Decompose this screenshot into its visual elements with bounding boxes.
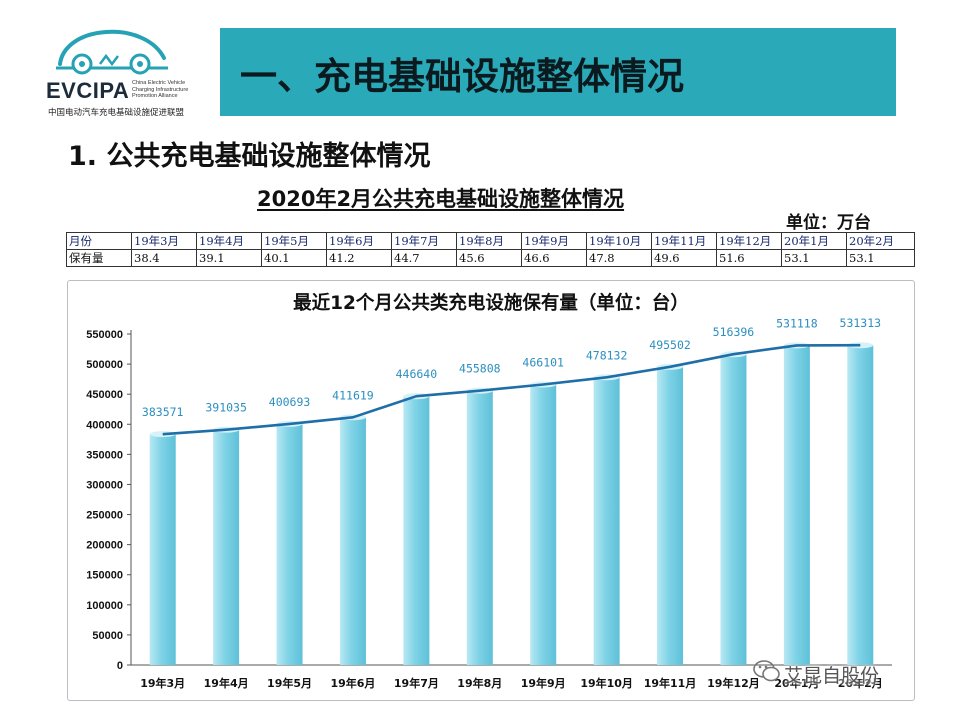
- y-tick-label: 550000: [86, 329, 123, 341]
- value-cell: 38.4: [131, 249, 197, 267]
- bar: [530, 384, 557, 665]
- bar: [276, 423, 303, 665]
- section-heading: 1. 公共充电基础设施整体情况: [68, 141, 431, 172]
- month-cell: 19年8月: [456, 232, 522, 250]
- logo-name: EVCIPA: [46, 78, 130, 103]
- y-tick-label: 400000: [86, 419, 123, 431]
- data-label: 531118: [776, 316, 818, 330]
- y-tick-label: 200000: [86, 540, 123, 552]
- x-tick-label: 20年2月: [838, 676, 883, 690]
- y-tick-label: 0: [117, 660, 123, 672]
- value-cell: 53.1: [846, 249, 915, 267]
- bar-chart: 0 50000 100000 150000 200000 250000 300000 3500…: [86, 316, 892, 690]
- x-tick-label: 19年10月: [580, 676, 633, 690]
- bar: [720, 354, 747, 665]
- x-tick-label: 19年12月: [707, 676, 760, 690]
- logo-chinese-name: 中国电动汽车充电基础设施促进联盟: [48, 108, 185, 118]
- value-cell: 47.8: [586, 249, 652, 267]
- y-tick-label: 100000: [86, 600, 123, 612]
- value-cell: 41.2: [326, 249, 392, 267]
- month-cell: 20年1月: [781, 232, 847, 250]
- month-cell: 19年9月: [521, 232, 587, 250]
- car-plug-icon: [56, 29, 168, 75]
- month-cell: 19年4月: [196, 232, 262, 250]
- data-label: 446640: [396, 367, 438, 381]
- watermark: 艾昆自股份: [752, 658, 932, 688]
- value-cell: 40.1: [261, 249, 327, 267]
- bar: [593, 377, 620, 665]
- month-cell: 19年5月: [261, 232, 327, 250]
- bar: [403, 396, 430, 665]
- bar: [149, 434, 176, 665]
- bar: [657, 366, 684, 665]
- title-banner: 一、充电基础设施整体情况: [220, 28, 896, 116]
- bar: [339, 417, 366, 665]
- row-label-month: 月份: [66, 232, 132, 250]
- x-tick-label: 19年4月: [204, 676, 249, 690]
- watermark-text: 艾昆自股份: [784, 665, 880, 687]
- wechat-icon: [753, 660, 780, 682]
- bar: [213, 429, 240, 665]
- chart-title: 最近12个月公共类充电设施保有量（单位：台）: [293, 293, 689, 314]
- month-row: 月份 19年3月 19年4月 19年5月 19年6月 19年7月 19年8月 1…: [66, 232, 915, 250]
- y-tick-label: 350000: [86, 449, 123, 461]
- value-cell: 45.6: [456, 249, 522, 267]
- x-tick-label: 19年8月: [457, 676, 502, 690]
- unit-label: 单位：万台: [786, 213, 871, 233]
- data-label: 466101: [522, 355, 564, 369]
- month-cell: 19年7月: [391, 232, 457, 250]
- data-label: 383571: [142, 405, 184, 419]
- y-tick-label: 50000: [92, 630, 123, 642]
- y-tick-label: 450000: [86, 389, 123, 401]
- value-cell: 46.6: [521, 249, 587, 267]
- y-tick-label: 300000: [86, 479, 123, 491]
- month-cell: 19年3月: [131, 232, 197, 250]
- value-cell: 51.6: [716, 249, 782, 267]
- value-cell: 49.6: [651, 249, 717, 267]
- x-tick-label: 19年9月: [521, 676, 566, 690]
- x-tick-label: 19年6月: [330, 676, 375, 690]
- month-cell: 19年10月: [586, 232, 652, 250]
- month-cell: 19年11月: [651, 232, 717, 250]
- value-cell: 53.1: [781, 249, 847, 267]
- page-title: 一、充电基础设施整体情况: [240, 55, 684, 98]
- data-label: 495502: [649, 338, 691, 352]
- data-label: 400693: [269, 395, 311, 409]
- data-label: 455808: [459, 362, 501, 376]
- y-tick-label: 250000: [86, 510, 123, 522]
- data-label: 478132: [586, 348, 628, 362]
- x-tick-label: 19年11月: [644, 676, 697, 690]
- x-tick-label: 19年7月: [394, 676, 439, 690]
- x-tick-label: 19年5月: [267, 676, 312, 690]
- bar: [783, 345, 810, 665]
- data-label: 531313: [840, 316, 882, 330]
- trend-line: [162, 343, 861, 436]
- x-tick-label: 19年3月: [140, 676, 185, 690]
- value-cell: 44.7: [391, 249, 457, 267]
- chart-frame: 最近12个月公共类充电设施保有量（单位：台） 0 50000 100000 15000…: [67, 280, 915, 701]
- y-tick-label: 150000: [86, 570, 123, 582]
- data-label: 411619: [332, 388, 374, 402]
- data-label: 516396: [713, 325, 755, 339]
- bar: [847, 345, 874, 665]
- logo-english-name: China Electric Vehicle Charging Infrastr…: [132, 80, 189, 99]
- data-label: 391035: [205, 401, 247, 415]
- value-cell: 39.1: [196, 249, 262, 267]
- month-cell: 20年2月: [846, 232, 915, 250]
- row-label-count: 保有量: [66, 249, 132, 267]
- table-title: 2020年2月公共充电基础设施整体情况: [257, 187, 625, 211]
- y-tick-label: 500000: [86, 359, 123, 371]
- month-cell: 19年6月: [326, 232, 392, 250]
- bar: [466, 390, 493, 665]
- evcipa-logo: EVCIPA China Electric Vehicle Charging I…: [40, 22, 200, 120]
- x-tick-label: 20年1月: [774, 676, 819, 690]
- value-row: 保有量 38.4 39.1 40.1 41.2 44.7 45.6 46.6 4…: [66, 249, 915, 267]
- summary-table: 月份 19年3月 19年4月 19年5月 19年6月 19年7月 19年8月 1…: [66, 232, 915, 267]
- month-cell: 19年12月: [716, 232, 782, 250]
